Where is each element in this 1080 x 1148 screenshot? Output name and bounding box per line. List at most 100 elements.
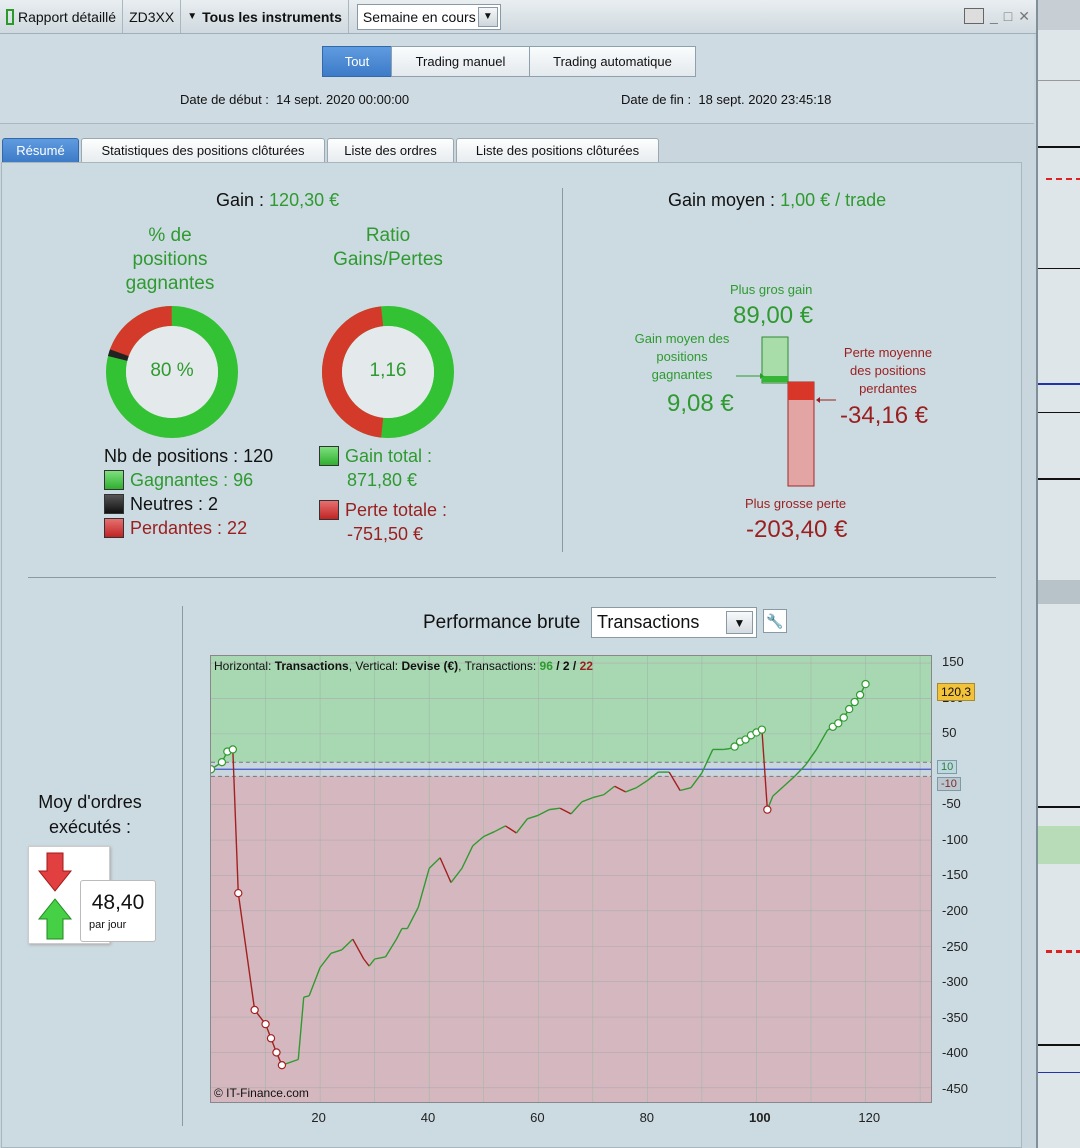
data-point bbox=[234, 888, 243, 898]
series-segment bbox=[603, 785, 616, 796]
series-segment bbox=[690, 772, 703, 789]
series-segment bbox=[483, 830, 495, 838]
gain-loss-bars bbox=[736, 336, 836, 487]
series-segment bbox=[319, 952, 332, 968]
background-window bbox=[1036, 0, 1080, 1148]
series-segment bbox=[581, 796, 594, 803]
instruments-selector[interactable]: ▼ Tous les instruments bbox=[181, 0, 349, 33]
gain-total-swatch bbox=[319, 446, 339, 466]
nb-positions: Nb de positions : 120 bbox=[104, 446, 274, 466]
donut-loss-arc bbox=[322, 306, 454, 438]
series-segment bbox=[297, 997, 305, 1060]
series-segment bbox=[406, 906, 419, 929]
series-segment bbox=[472, 835, 485, 847]
series-segment bbox=[494, 825, 506, 833]
series-segment bbox=[303, 995, 310, 998]
chart-header: Horizontal: Transactions, Vertical: Devi… bbox=[214, 659, 593, 673]
avg-loss-value: -34,16 € bbox=[840, 402, 929, 429]
mode-all-button[interactable]: Tout bbox=[322, 46, 392, 77]
legend-gain-total: Gain total : bbox=[319, 446, 432, 467]
data-point bbox=[217, 758, 227, 767]
period-select[interactable]: Semaine en cours ▼ bbox=[356, 3, 501, 30]
biggest-gain-bar bbox=[761, 336, 789, 384]
y-tick-label: -450 bbox=[942, 1080, 969, 1096]
orders-label: Moy d'ordres exécutés : bbox=[38, 792, 142, 837]
series-segment bbox=[352, 938, 365, 960]
series-segment bbox=[363, 958, 370, 967]
series-segment bbox=[237, 893, 256, 1011]
account-label[interactable]: ZD3XX bbox=[123, 0, 182, 33]
series-segment bbox=[505, 825, 517, 834]
donut-center bbox=[126, 326, 218, 418]
vertical-divider bbox=[562, 188, 563, 552]
donut-center bbox=[342, 326, 434, 418]
wrench-icon[interactable]: 🔧 bbox=[763, 609, 787, 633]
caret-down-icon: ▼ bbox=[187, 11, 198, 22]
y-tick-label: -250 bbox=[942, 938, 969, 954]
series-segment bbox=[772, 785, 785, 797]
mode-auto-button[interactable]: Trading automatique bbox=[529, 46, 696, 77]
tab-orders[interactable]: Liste des ordres bbox=[327, 138, 454, 162]
data-point bbox=[250, 1005, 259, 1015]
series-segment bbox=[515, 818, 528, 834]
y-tick-label: -200 bbox=[942, 903, 969, 918]
series-segment bbox=[428, 857, 441, 869]
chart-background bbox=[211, 656, 931, 1102]
series-segment bbox=[815, 729, 828, 750]
series-segment bbox=[384, 938, 398, 958]
upper-threshold-badge: 10 bbox=[937, 760, 958, 774]
pct-winners-title: % de positions gagnantes bbox=[125, 225, 215, 294]
y-tick-label: -300 bbox=[942, 974, 969, 990]
chart-copyright: © IT-Finance.com bbox=[214, 1086, 309, 1100]
close-button[interactable]: ✕ bbox=[1018, 8, 1030, 24]
y-tick-label: -50 bbox=[942, 796, 961, 812]
tab-closed-stats[interactable]: Statistiques des positions clôturées bbox=[81, 138, 325, 162]
avg-gain-line: Gain moyen : 1,00 € / trade bbox=[668, 190, 887, 210]
performance-axis-select[interactable]: Transactions ▼ bbox=[591, 607, 757, 638]
series-segment bbox=[701, 749, 714, 774]
x-tick-label: 40 bbox=[420, 1110, 436, 1125]
tab-closed-positions[interactable]: Liste des positions clôturées bbox=[456, 138, 659, 162]
gain-line: Gain : 120,30 € bbox=[216, 190, 340, 210]
x-tick-label: 80 bbox=[639, 1110, 655, 1125]
dropdown-arrow-icon: ▼ bbox=[477, 6, 498, 27]
series-segment bbox=[308, 967, 321, 997]
minimize-button[interactable]: _ bbox=[990, 8, 998, 24]
lower-threshold-badge: -10 bbox=[937, 777, 961, 791]
y-tick-label: -150 bbox=[942, 867, 969, 883]
avg-gain-bar bbox=[762, 376, 788, 382]
series-segment bbox=[450, 867, 463, 883]
legend-winners: Gagnantes : 96 bbox=[104, 470, 253, 491]
report-title: Rapport détaillé bbox=[0, 0, 124, 33]
data-point bbox=[844, 704, 854, 714]
avg-loss-label: Perte moyenne des positions perdantes bbox=[843, 345, 933, 396]
performance-title: Performance brute bbox=[423, 612, 581, 633]
biggest-gain-value: 89,00 € bbox=[733, 302, 814, 329]
data-point bbox=[277, 1061, 287, 1070]
series-segment bbox=[341, 938, 354, 951]
series-segment bbox=[570, 801, 583, 815]
series-segment bbox=[461, 845, 474, 869]
data-point bbox=[834, 719, 843, 728]
chart-markers bbox=[211, 679, 870, 1070]
maximize-button[interactable]: □ bbox=[1003, 8, 1013, 24]
y-tick-label: -350 bbox=[942, 1009, 969, 1025]
series-segment bbox=[646, 771, 659, 782]
series-segment bbox=[625, 787, 637, 793]
legend-losers: Perdantes : 22 bbox=[104, 518, 247, 539]
series-segment bbox=[761, 729, 769, 810]
tab-summary[interactable]: Résumé bbox=[2, 138, 79, 162]
mode-manual-button[interactable]: Trading manuel bbox=[391, 46, 530, 77]
series-segment bbox=[549, 807, 561, 811]
series-segment bbox=[374, 956, 386, 960]
winners-donut bbox=[106, 306, 238, 438]
series-segment bbox=[439, 857, 452, 883]
report-icon bbox=[6, 8, 14, 25]
dropdown-arrow-icon: ▼ bbox=[726, 611, 753, 634]
data-point bbox=[861, 679, 870, 689]
orders-value: 48,40 bbox=[91, 891, 145, 914]
ratio-donut bbox=[322, 306, 454, 438]
orders-unit: par jour bbox=[89, 919, 127, 931]
print-icon[interactable] bbox=[964, 8, 984, 24]
series-segment bbox=[417, 868, 430, 908]
